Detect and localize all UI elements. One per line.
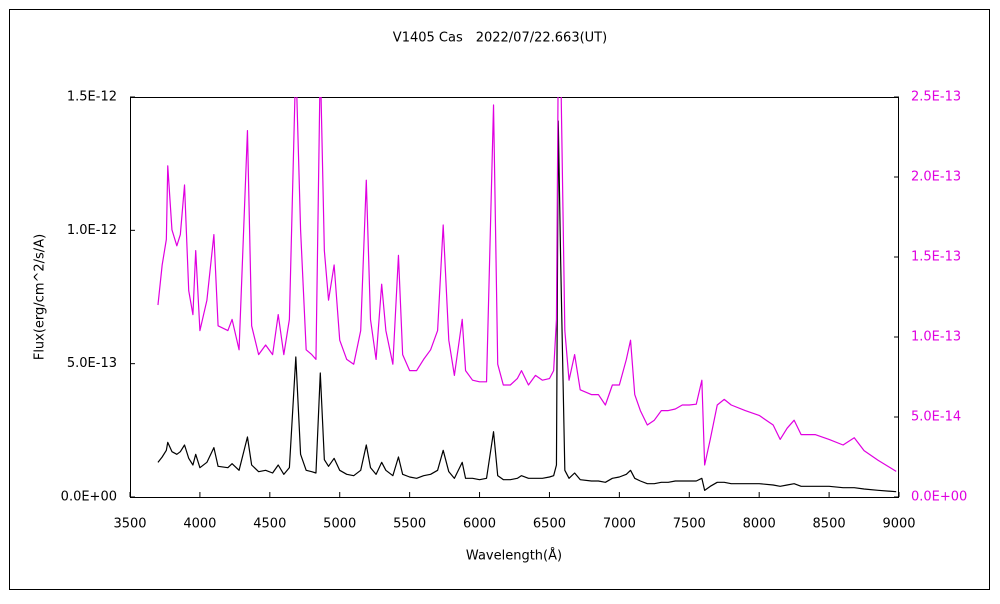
spectrum-line: [157, 120, 897, 493]
x-tick-label: 6000: [463, 517, 496, 532]
x-tick-label: 7000: [603, 517, 636, 532]
x-axis-label: Wavelength(Å): [466, 548, 562, 564]
y-axis-label: Flux(erg/cm^2/s/A): [33, 234, 48, 360]
frame: [9, 9, 990, 590]
y2-tick-label: 1.5E-13: [911, 250, 961, 265]
y2-tick-label: 1.0E-13: [911, 330, 961, 345]
y2-tick-label: 0.0E+00: [911, 490, 967, 505]
chart-title: V1405 Cas 2022/07/22.663(UT): [393, 31, 607, 46]
x-tick-label: 5000: [323, 517, 356, 532]
x-tick-label: 8500: [813, 517, 846, 532]
plot-area: [130, 97, 899, 498]
x-tick-label: 4500: [253, 517, 286, 532]
spectrum-line: [157, 97, 897, 472]
y-tick-label: 1.0E-12: [67, 223, 117, 238]
x-tick-label: 7500: [673, 517, 706, 532]
x-tick-label: 8000: [743, 517, 776, 532]
x-tick-label: 4000: [183, 517, 216, 532]
x-tick-label: 5500: [393, 517, 426, 532]
y2-tick-label: 2.5E-13: [911, 90, 961, 105]
x-tick-label: 6500: [533, 517, 566, 532]
y-tick-label: 1.5E-12: [67, 90, 117, 105]
plot-lines: [157, 97, 897, 493]
y-tick-label: 5.0E-13: [67, 356, 117, 371]
y-tick-label: 0.0E+00: [61, 490, 117, 505]
y2-tick-label: 2.0E-13: [911, 170, 961, 185]
x-tick-label: 9000: [882, 517, 915, 532]
y2-tick-label: 5.0E-14: [911, 410, 961, 425]
x-tick-label: 3500: [113, 517, 146, 532]
